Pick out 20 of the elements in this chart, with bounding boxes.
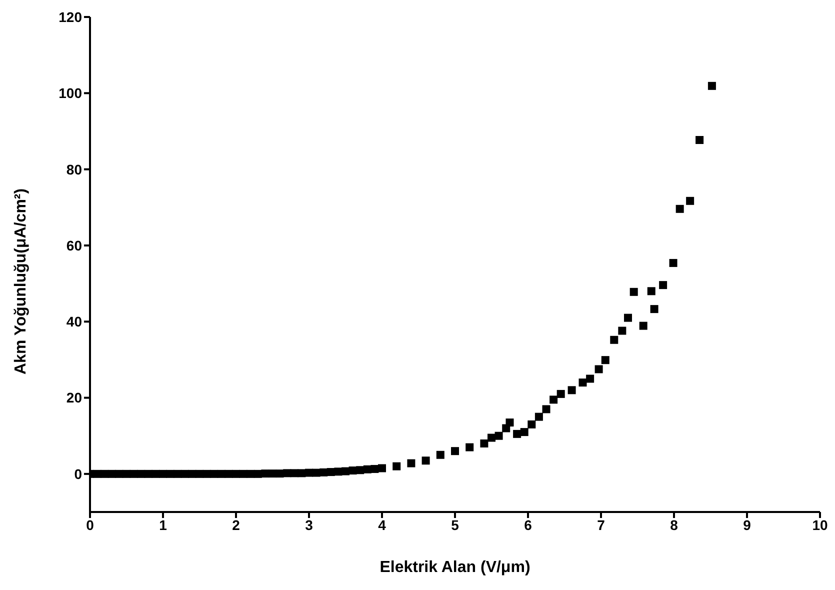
x-tick-label: 1 <box>159 516 168 533</box>
y-tick-label: 20 <box>66 390 82 406</box>
x-tick-label: 9 <box>743 516 752 533</box>
x-tick-label: 6 <box>524 516 532 533</box>
x-tick-label: 7 <box>597 516 606 533</box>
x-axis-title: Elektrik Alan (V/μm) <box>380 559 530 576</box>
y-tick-label: 0 <box>74 466 82 482</box>
x-tick-label: 4 <box>378 516 386 533</box>
x-tick-label: 8 <box>670 516 678 533</box>
x-tick-label: 2 <box>232 516 240 533</box>
y-tick-label: 120 <box>58 8 82 25</box>
y-tick-label: 100 <box>58 85 82 102</box>
x-tick-label: 0 <box>86 516 94 533</box>
y-tick-label: 40 <box>66 314 82 330</box>
x-tick-label: 3 <box>305 516 314 533</box>
y-tick-label: 80 <box>66 161 82 178</box>
x-tick-label: 10 <box>812 516 828 533</box>
y-tick-label: 60 <box>66 237 82 254</box>
y-axis-title: Akm Yoğunluğu(μA/cm²) <box>12 188 30 374</box>
x-tick-label: 5 <box>451 516 460 533</box>
